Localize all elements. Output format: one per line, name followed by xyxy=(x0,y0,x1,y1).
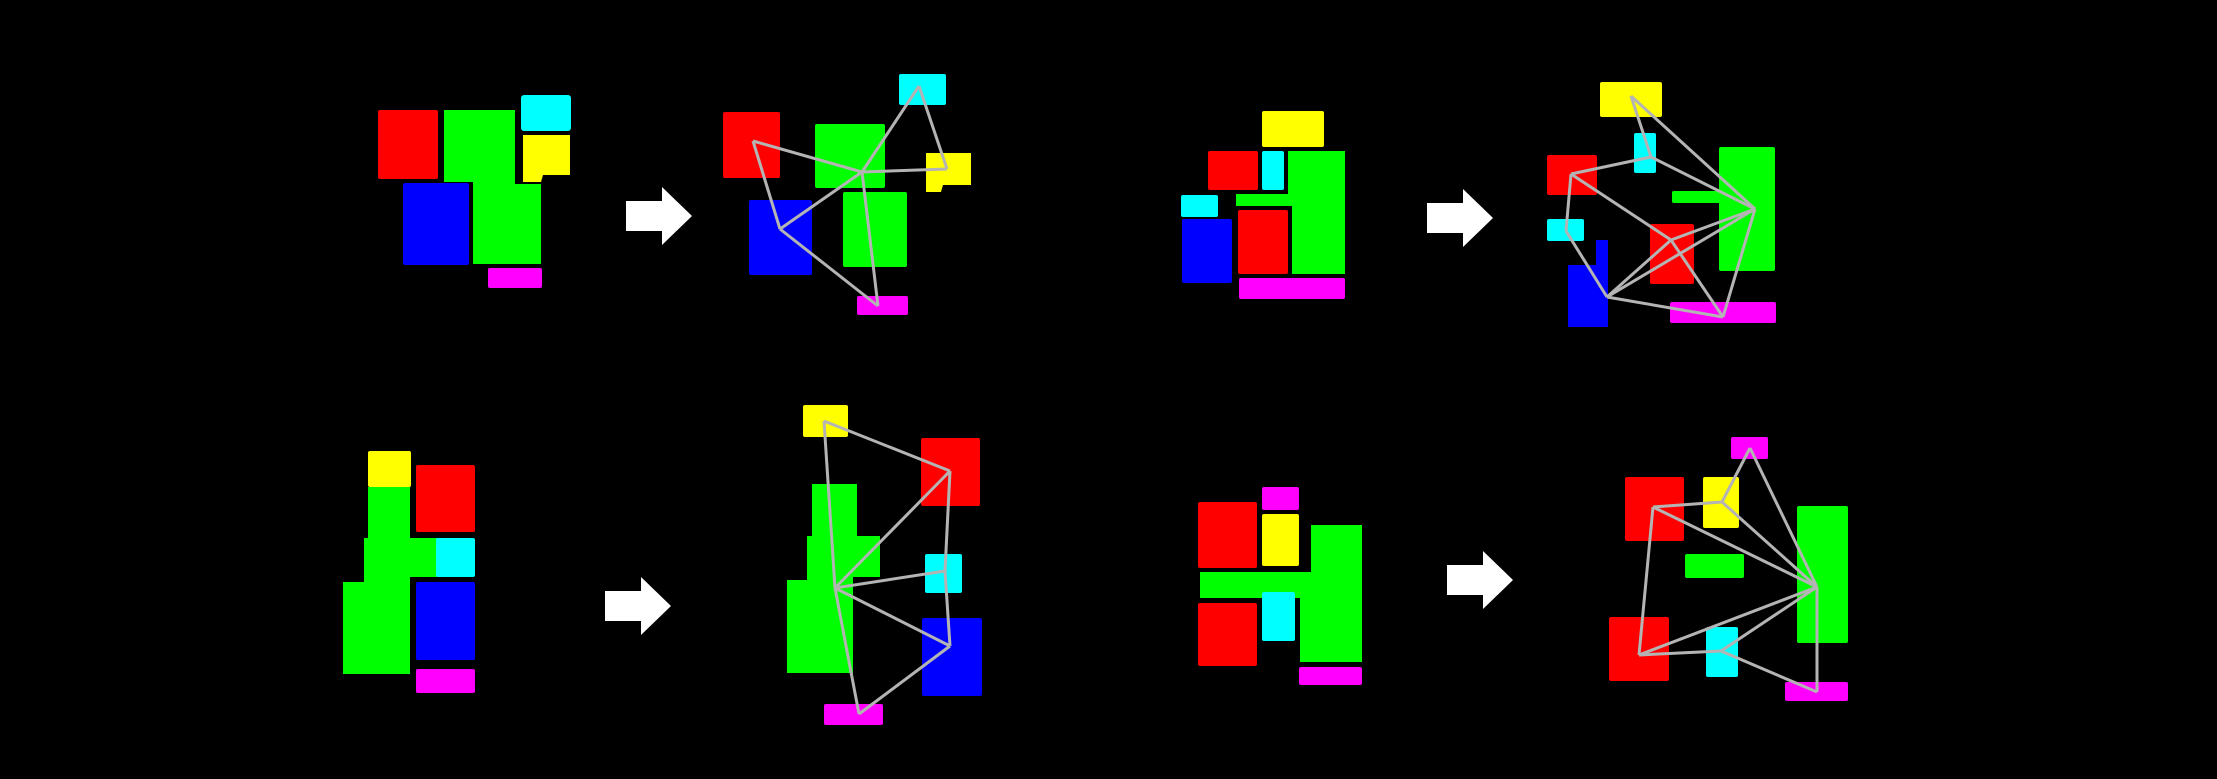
room-cyan xyxy=(1262,592,1295,641)
room-green xyxy=(1236,151,1345,274)
right-arrow-icon xyxy=(1447,551,1513,609)
room-blue xyxy=(403,183,469,265)
example-2-arrow xyxy=(1427,189,1493,247)
example-3-graph xyxy=(787,405,982,725)
room-magenta xyxy=(488,268,542,288)
right-arrow-icon xyxy=(626,187,692,245)
room-red xyxy=(1238,210,1288,274)
room-yellow xyxy=(1262,111,1324,147)
room-yellow xyxy=(368,451,411,487)
room-red xyxy=(378,110,438,179)
room-cyan xyxy=(521,95,571,131)
example-3-layout xyxy=(343,451,475,693)
room-red xyxy=(1208,151,1258,190)
room-blue xyxy=(416,582,475,660)
room-cyan xyxy=(1181,195,1218,217)
room-magenta xyxy=(857,296,908,315)
room-green xyxy=(1719,147,1775,271)
room-green xyxy=(343,487,452,674)
room-blue xyxy=(1568,240,1608,327)
room-cyan xyxy=(436,538,475,577)
adjacency-edges xyxy=(822,419,952,716)
room-red xyxy=(416,465,475,532)
room-blue xyxy=(1182,219,1232,283)
room-yellow xyxy=(1262,514,1299,566)
room-blue xyxy=(749,200,812,275)
room-cyan xyxy=(925,554,962,593)
example-1-graph xyxy=(723,74,971,315)
example-4-layout xyxy=(1198,487,1362,685)
room-green xyxy=(1797,506,1848,643)
room-cyan xyxy=(1262,151,1284,190)
adjacency-edges xyxy=(751,85,949,308)
room-magenta xyxy=(1262,487,1299,510)
right-arrow-icon xyxy=(1427,189,1493,247)
room-green xyxy=(843,192,907,267)
right-arrow-icon xyxy=(605,577,671,635)
example-2-graph xyxy=(1547,82,1776,327)
room-green xyxy=(444,110,541,264)
room-yellow xyxy=(926,153,971,192)
room-magenta xyxy=(824,704,883,725)
room-red xyxy=(1198,502,1257,568)
room-blue xyxy=(922,618,982,696)
example-4-graph xyxy=(1609,437,1848,701)
room-red xyxy=(723,112,780,178)
room-red xyxy=(1650,224,1694,284)
example-3-arrow xyxy=(605,577,671,635)
example-1-arrow xyxy=(626,187,692,245)
room-magenta xyxy=(1299,667,1362,685)
example-2-layout xyxy=(1181,111,1345,299)
room-green xyxy=(815,124,885,188)
room-green xyxy=(1672,191,1722,203)
example-4-arrow xyxy=(1447,551,1513,609)
example-1-layout xyxy=(378,95,571,288)
room-green xyxy=(1685,554,1744,578)
room-magenta xyxy=(416,669,475,693)
room-cyan xyxy=(1634,133,1656,173)
adjacency-edges xyxy=(1564,94,1757,319)
room-red xyxy=(1198,603,1257,666)
room-yellow xyxy=(523,135,570,182)
room-magenta xyxy=(1239,278,1345,299)
adjacency-edges xyxy=(1637,447,1819,694)
